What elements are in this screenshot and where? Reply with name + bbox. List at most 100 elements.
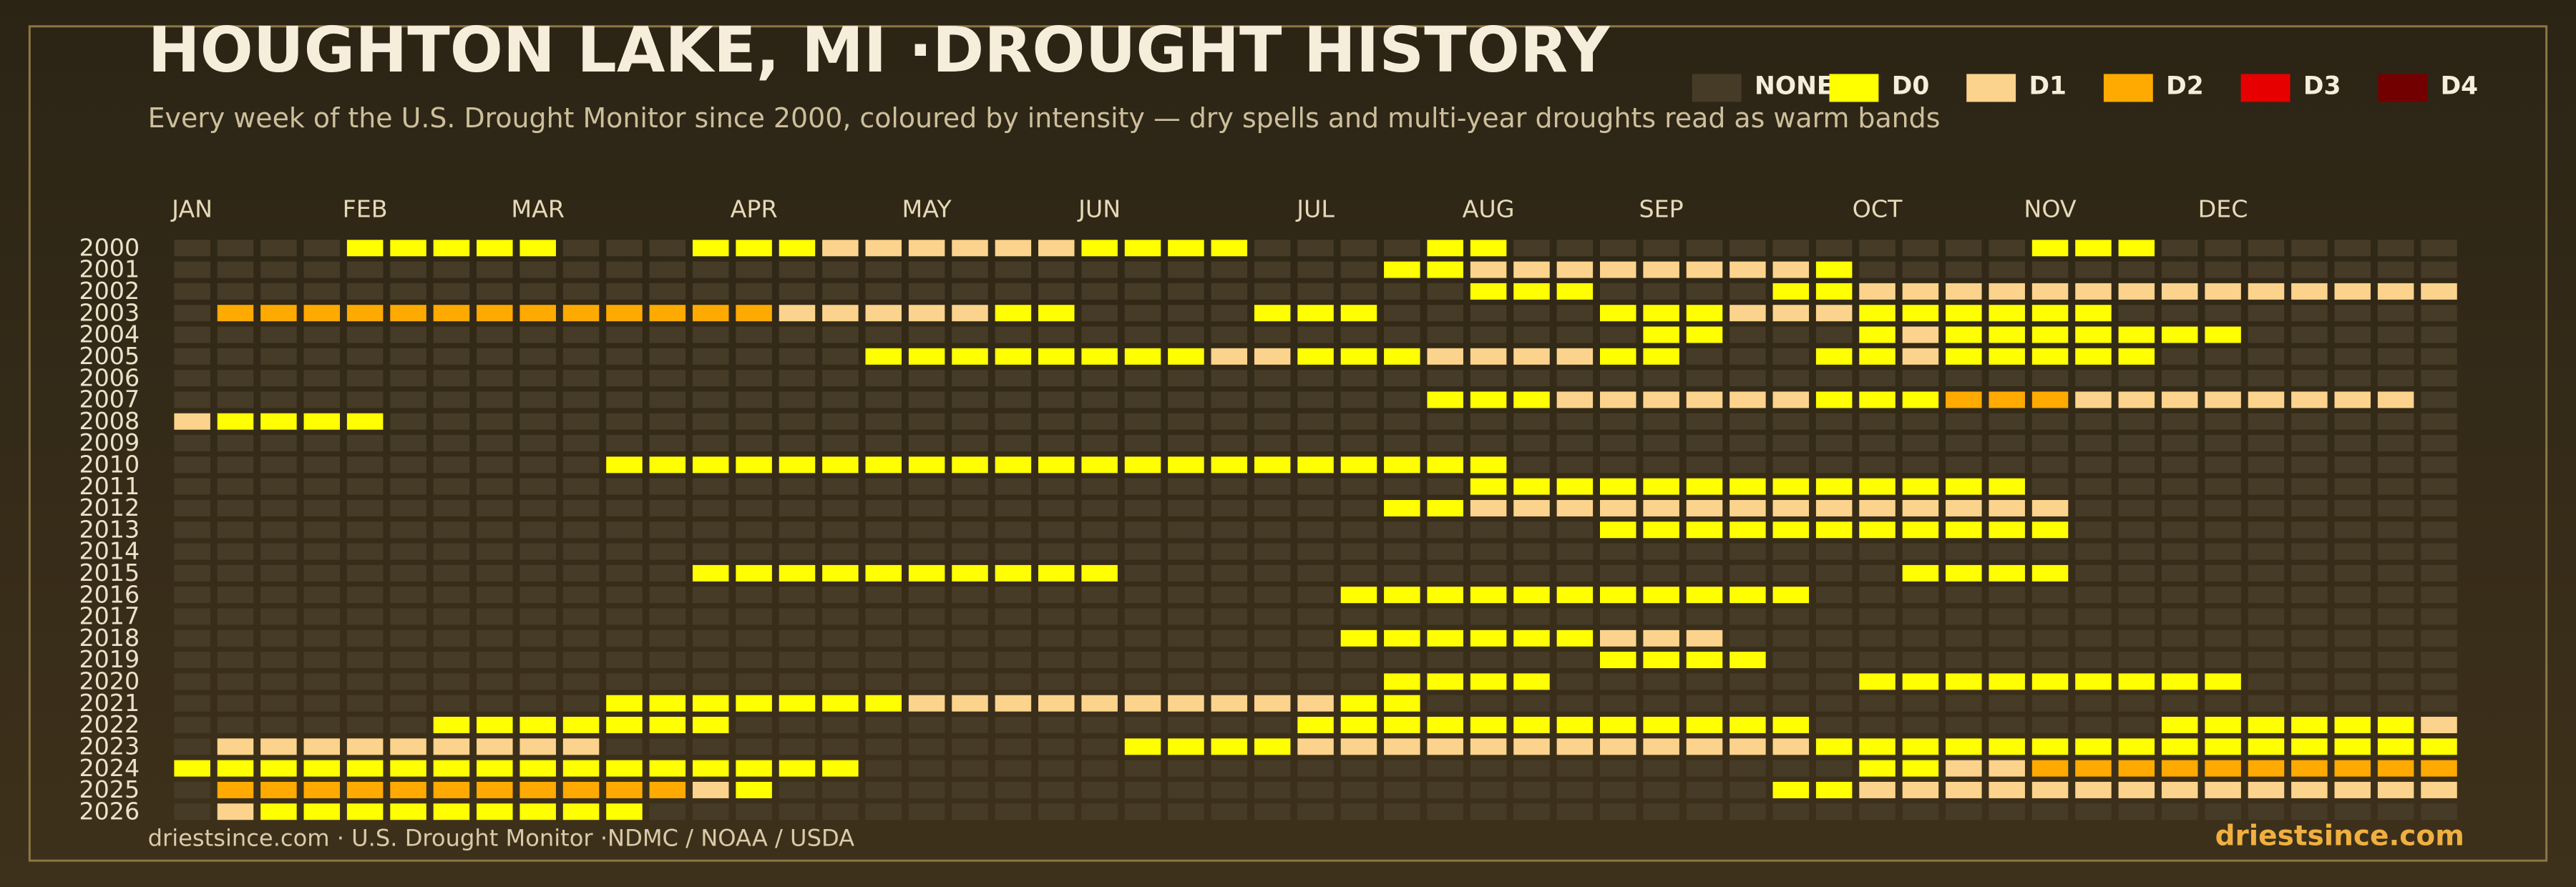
week-cell xyxy=(1513,413,1550,430)
week-cell xyxy=(1038,499,1075,516)
week-cell xyxy=(649,543,686,560)
week-cell xyxy=(390,413,426,430)
week-cell xyxy=(1340,673,1377,690)
week-cell xyxy=(606,435,643,452)
week-cell xyxy=(217,456,254,474)
week-cell xyxy=(649,478,686,495)
week-cell xyxy=(1470,521,1507,539)
week-cell xyxy=(2421,283,2457,300)
week-cell xyxy=(2334,261,2371,278)
week-cell xyxy=(1081,608,1118,625)
week-cell xyxy=(1470,283,1507,300)
week-cell xyxy=(1989,629,2025,647)
week-cell xyxy=(1859,478,1896,495)
week-cell xyxy=(1643,673,1679,690)
week-cell xyxy=(952,564,988,582)
week-cell xyxy=(1427,499,1463,516)
week-cell xyxy=(2248,760,2285,777)
week-cell xyxy=(562,283,600,300)
week-cell xyxy=(217,348,254,365)
week-cell xyxy=(1038,456,1075,474)
week-cell xyxy=(995,478,1032,495)
week-cell xyxy=(2118,391,2155,408)
week-cell xyxy=(822,521,859,539)
week-cell xyxy=(260,283,297,300)
week-cell xyxy=(1989,348,2025,365)
week-cell xyxy=(1211,240,1248,257)
week-cell xyxy=(2118,283,2155,300)
week-cell xyxy=(1124,760,1161,777)
week-cell xyxy=(1729,738,1766,755)
week-cell xyxy=(1815,695,1853,712)
week-cell xyxy=(1729,499,1766,516)
week-cell xyxy=(390,717,426,733)
week-cell xyxy=(1081,435,1118,452)
week-cell xyxy=(865,781,902,798)
week-cell xyxy=(303,348,341,365)
week-cell xyxy=(1556,326,1594,343)
week-cell xyxy=(779,413,816,430)
week-cell xyxy=(174,413,210,430)
week-cell xyxy=(217,543,254,560)
week-cell xyxy=(303,456,341,474)
week-cell xyxy=(865,760,902,777)
week-cell xyxy=(865,326,902,343)
week-cell xyxy=(2161,760,2198,777)
year-label: 2004 xyxy=(79,320,140,348)
week-cell xyxy=(2118,738,2155,755)
week-cell xyxy=(2075,305,2112,322)
week-cell xyxy=(477,673,513,690)
week-cell xyxy=(649,781,686,798)
week-cell xyxy=(433,564,470,582)
week-cell xyxy=(1815,543,1853,560)
week-cell xyxy=(649,738,686,755)
week-cell xyxy=(519,305,556,322)
week-cell xyxy=(1556,673,1594,690)
week-cell xyxy=(260,608,297,625)
week-cell xyxy=(260,261,297,278)
week-cell xyxy=(2334,673,2371,690)
week-cell xyxy=(562,478,600,495)
week-cell xyxy=(390,652,426,669)
week-cell xyxy=(1686,760,1723,777)
week-cell xyxy=(1599,717,1636,733)
week-cell xyxy=(1427,413,1463,430)
week-cell xyxy=(1340,803,1377,820)
week-cell xyxy=(477,521,513,539)
month-label: OCT xyxy=(1853,195,1903,222)
week-cell xyxy=(2421,695,2457,712)
week-cell xyxy=(519,803,556,820)
week-cell xyxy=(2118,652,2155,669)
week-cell xyxy=(1168,261,1204,278)
week-cell xyxy=(952,587,988,604)
week-cell xyxy=(260,587,297,604)
week-cell xyxy=(390,370,426,387)
week-cell xyxy=(260,499,297,516)
week-cell xyxy=(1772,608,1810,625)
week-cell xyxy=(174,629,210,647)
week-cell xyxy=(952,738,988,755)
week-cell xyxy=(1384,587,1420,604)
week-cell xyxy=(1815,564,1853,582)
week-cell xyxy=(2118,348,2155,365)
week-cell xyxy=(1427,348,1463,365)
week-cell xyxy=(1340,717,1377,733)
month-label: NOV xyxy=(2024,195,2077,222)
week-cell xyxy=(1946,803,1982,820)
week-cell xyxy=(2161,717,2198,733)
week-cell xyxy=(1124,435,1161,452)
week-cell xyxy=(562,435,600,452)
week-cell xyxy=(2421,629,2457,647)
week-cell xyxy=(174,370,210,387)
week-cell xyxy=(822,695,859,712)
week-cell xyxy=(1384,781,1420,798)
week-cell xyxy=(2291,695,2328,712)
week-cell xyxy=(1513,499,1550,516)
week-cell xyxy=(2334,781,2371,798)
week-cell xyxy=(260,738,297,755)
week-cell xyxy=(692,348,729,365)
week-cell xyxy=(779,435,816,452)
week-cell xyxy=(2205,629,2241,647)
week-cell xyxy=(2377,391,2414,408)
week-cell xyxy=(174,478,210,495)
